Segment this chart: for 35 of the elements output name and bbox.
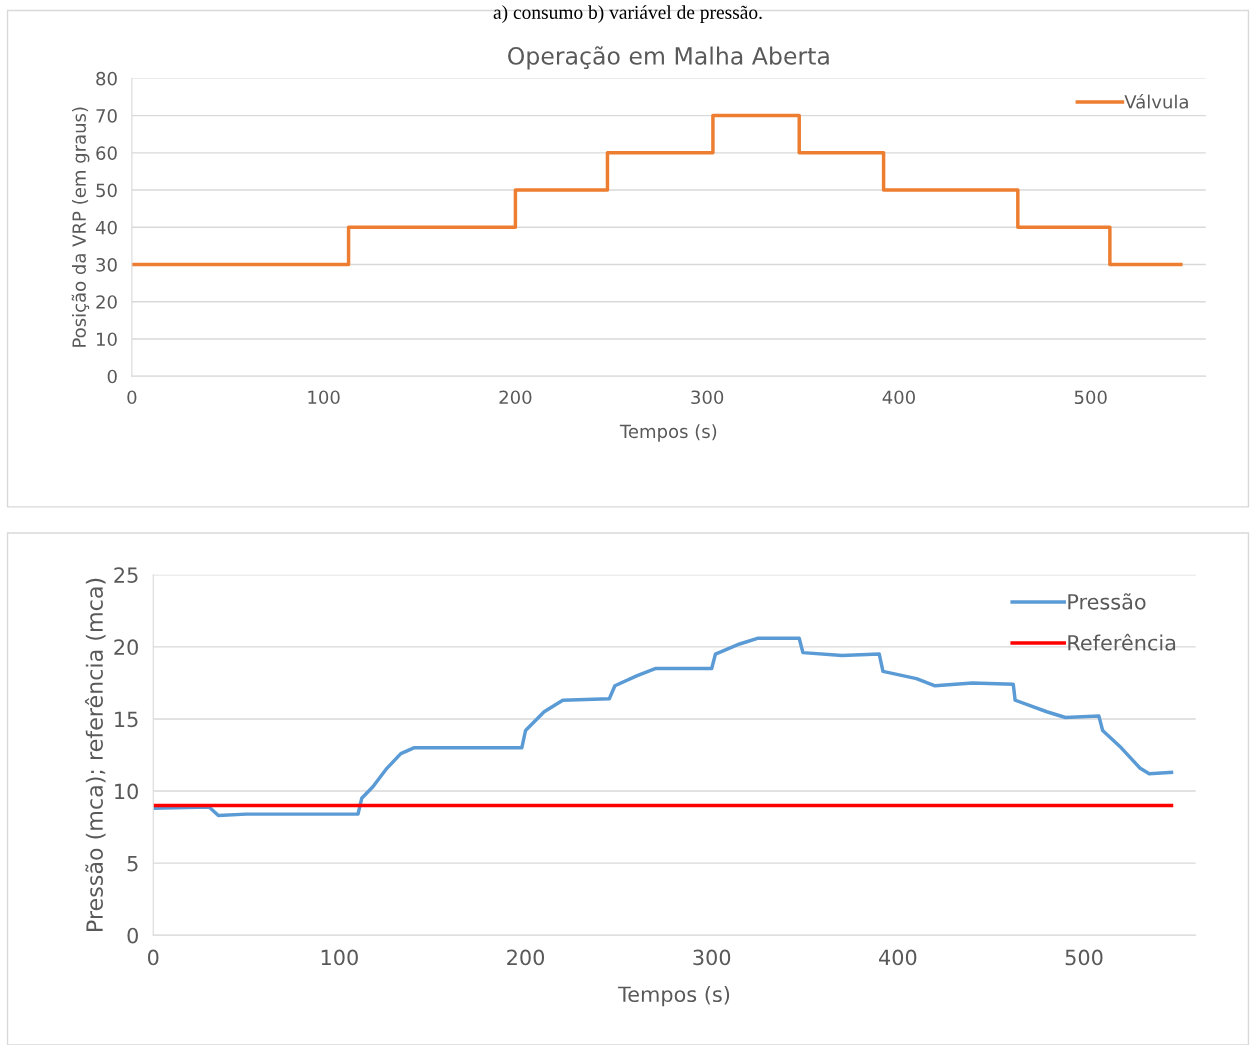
- x-tick-label: 300: [693, 949, 731, 966]
- x-tick-label: 100: [308, 390, 340, 405]
- y-tick-label: 10: [97, 332, 117, 347]
- x-axis-title: Tempos (s): [617, 986, 730, 1007]
- y-tick-label: 50: [96, 183, 117, 198]
- x-tick-label: 200: [507, 949, 545, 966]
- x-tick-label: 0: [147, 949, 159, 966]
- y-tick-label: 80: [96, 71, 117, 86]
- y-tick-label: 30: [96, 257, 117, 272]
- x-tick-label: 400: [882, 390, 915, 405]
- y-tick-label: 0: [127, 927, 138, 944]
- y-tick-label: 20: [96, 295, 117, 309]
- y-tick-label: 70: [96, 109, 117, 123]
- y-tick-label: 15: [115, 711, 138, 728]
- x-tick-label: 400: [879, 949, 917, 966]
- text: a) consumo b) variável de pressão.: [493, 5, 762, 23]
- legend-label: Válvula: [1124, 93, 1188, 109]
- x-tick-label: 300: [691, 390, 724, 405]
- x-axis-title: Tempos (s): [619, 424, 717, 442]
- y-tick-label: 20: [114, 639, 138, 656]
- y-tick-label: 10: [115, 783, 138, 800]
- chart-title: Operação em Malha Aberta: [508, 46, 829, 70]
- x-tick-label: 500: [1074, 390, 1107, 405]
- x-tick-label: 500: [1065, 949, 1103, 966]
- x-tick-label: 200: [499, 390, 532, 405]
- y-axis-title: Posição da VRP (em graus): [71, 107, 90, 347]
- y-tick-label: 0: [107, 369, 117, 384]
- x-tick-label: 100: [321, 949, 358, 966]
- y-axis-title: Pressão (mca); referência (mca): [84, 578, 106, 931]
- y-tick-label: 25: [114, 567, 138, 583]
- legend-label: Pressão: [1068, 593, 1146, 610]
- y-tick-label: 40: [95, 220, 117, 235]
- y-tick-label: 5: [127, 855, 138, 872]
- legend-label: Referência: [1068, 633, 1176, 651]
- y-tick-label: 60: [96, 146, 117, 160]
